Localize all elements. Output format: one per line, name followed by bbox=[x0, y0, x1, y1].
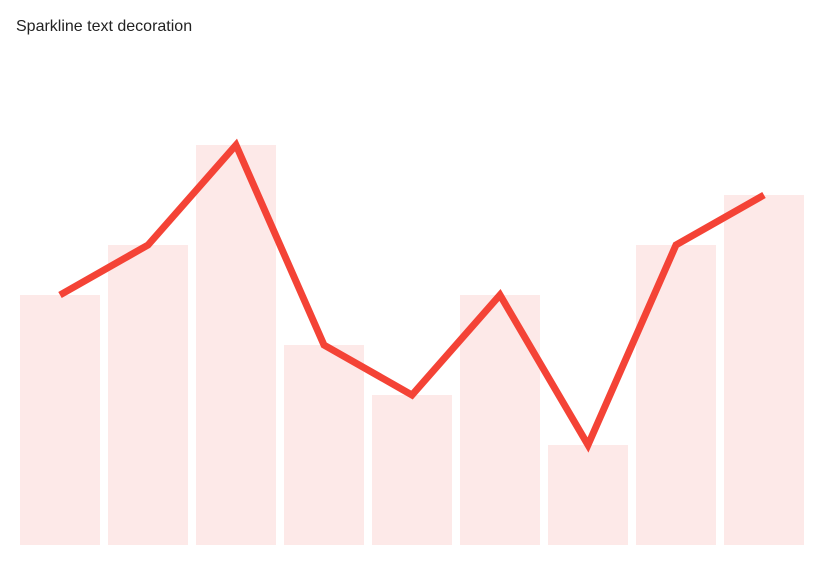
bar bbox=[460, 295, 540, 545]
bar bbox=[20, 295, 100, 545]
bar bbox=[636, 245, 716, 545]
bar bbox=[284, 345, 364, 545]
bar bbox=[548, 445, 628, 545]
sparkline bbox=[58, 138, 766, 453]
chart-title: Sparkline text decoration bbox=[16, 18, 192, 35]
bar bbox=[724, 195, 804, 545]
bar bbox=[372, 395, 452, 545]
bar bbox=[108, 245, 188, 545]
